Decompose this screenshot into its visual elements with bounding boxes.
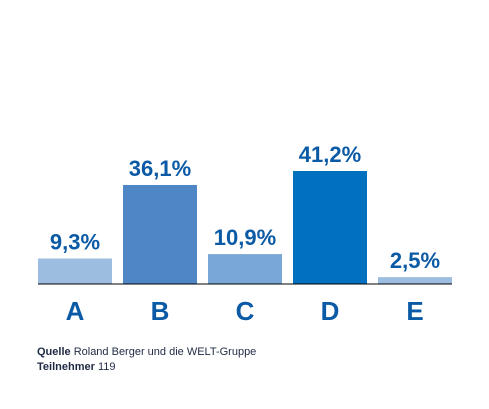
participants-label: Teilnehmer <box>37 361 95 373</box>
bar-d <box>293 171 367 284</box>
category-label-a: A <box>66 296 85 326</box>
participants-note: Teilnehmer 119 <box>37 360 115 374</box>
category-label-d: D <box>321 296 340 326</box>
source-note: Quelle Roland Berger und die WELT-Gruppe <box>37 345 256 359</box>
value-label-e: 2,5% <box>390 248 440 273</box>
bar-e <box>378 277 452 284</box>
value-label-b: 36,1% <box>129 156 191 181</box>
value-label-d: 41,2% <box>299 142 361 167</box>
bars-group <box>38 171 452 284</box>
value-labels-group: 9,3% 36,1% 10,9% 41,2% 2,5% <box>50 142 440 273</box>
category-label-b: B <box>151 296 170 326</box>
source-label: Quelle <box>37 346 71 358</box>
category-label-c: C <box>236 296 255 326</box>
value-label-a: 9,3% <box>50 229 100 254</box>
participants-value: 119 <box>97 361 116 373</box>
category-label-e: E <box>406 296 423 326</box>
bar-chart: 9,3% 36,1% 10,9% 41,2% 2,5% A B C D E <box>38 142 452 326</box>
bar-b <box>123 184 197 284</box>
bar-c <box>208 254 282 284</box>
category-labels-group: A B C D E <box>66 296 424 326</box>
value-label-c: 10,9% <box>214 225 276 250</box>
source-text: Roland Berger und die WELT-Gruppe <box>73 346 257 358</box>
bar-a <box>38 258 112 284</box>
